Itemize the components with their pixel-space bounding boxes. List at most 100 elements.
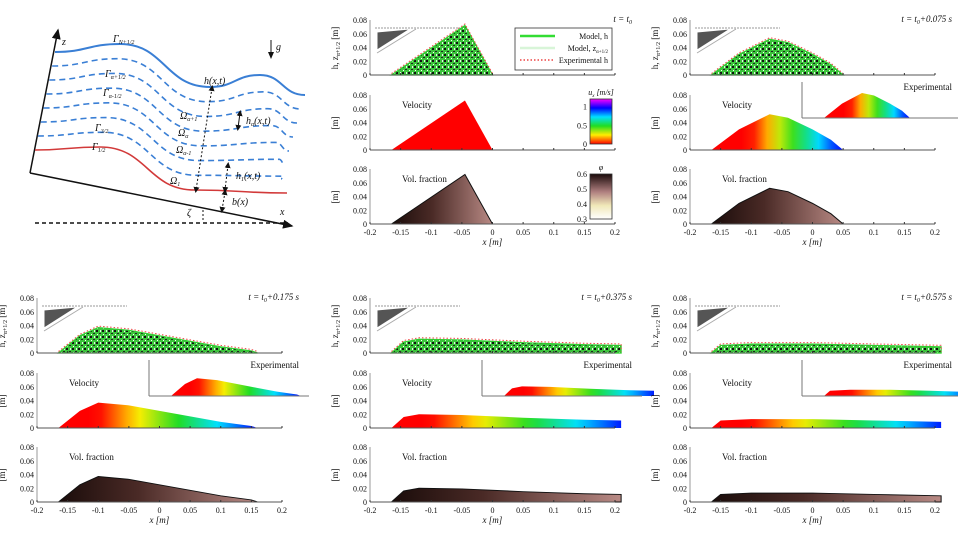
granular-mass-profile [389, 24, 494, 76]
y-tick-label: 0.02 [353, 57, 367, 66]
y-tick-label: 0.02 [20, 410, 34, 419]
y-tick-label: 0.06 [353, 105, 367, 114]
time-text: t = t [901, 14, 917, 24]
simulation-panel: 00.020.040.060.08h, zα+1/2 [m]00.020.040… [650, 292, 958, 525]
b-arrow [219, 189, 228, 213]
volfrac-label: Vol. fraction [69, 452, 114, 462]
x-tick-label: 0 [811, 228, 815, 237]
time-label: t = t0+0.175 s [248, 292, 299, 304]
setup-sketch-shape [376, 306, 411, 329]
y-tick-label: 0.02 [673, 484, 687, 493]
y-tick-label: 0.04 [20, 471, 34, 480]
y-tick-label: 0.08 [353, 294, 367, 303]
colorbar-tick-label: 0 [583, 140, 587, 149]
experimental-velocity-field [824, 389, 958, 396]
x-tick-label: 0.1 [869, 506, 879, 515]
colorbar-label-text: φ [599, 163, 604, 172]
x-tick-label: 0.1 [549, 228, 559, 237]
simulation-panel: 00.020.040.060.08h, zα+1/2 [m] 00.020.040… [330, 292, 654, 525]
gamma-bottom-label: Γ1/2 [91, 142, 105, 154]
y-label-unit: [m] [0, 305, 7, 320]
interface-dashed-line [46, 87, 294, 138]
y-tick-label: 0.06 [673, 383, 687, 392]
y-tick-label: 0.04 [353, 44, 367, 53]
simulation-panel: 00.020.040.060.08h, zα+1/2 [m]00.020.040… [330, 14, 632, 247]
x-tick-label: 0.15 [577, 506, 591, 515]
setup-sketch-shape [696, 306, 731, 329]
granular-mass-profile [389, 338, 622, 354]
y-tick-label: 0.04 [673, 119, 687, 128]
experimental-velocity-field [824, 93, 910, 118]
x-tick-label: 0.05 [516, 506, 530, 515]
y-tick-label: 0.06 [353, 179, 367, 188]
y-label-unit: [m] [330, 305, 340, 320]
velocity-subplot: 0 0.02 0.04 0.06 0.08 [m] Velocity [330, 369, 622, 433]
y-tick-label: 0 [683, 424, 687, 433]
x-tick-label: -0.05 [454, 228, 471, 237]
x-tick-label: 0.1 [549, 506, 559, 515]
y-tick-label: 0 [683, 220, 687, 229]
velocity-label: Velocity [69, 378, 99, 388]
x-tick-label: 0 [491, 506, 495, 515]
y-axis-label: h, zα+1/2 [m] [330, 27, 342, 69]
y-tick-label: 0.08 [353, 165, 367, 174]
y-tick-label: 0.04 [353, 193, 367, 202]
y-tick-label: 0.02 [673, 206, 687, 215]
y-tick-label: 0.08 [673, 369, 687, 378]
x-label: x [279, 207, 285, 218]
experimental-h-line [391, 337, 622, 352]
velocity-field [711, 419, 942, 428]
y-tick-label: 0.06 [673, 30, 687, 39]
legend-text: Model, h [579, 32, 608, 41]
y-tick-label: 0 [30, 424, 34, 433]
height-subplot: 0 0.02 0.04 0.06 0.08 h, zα+1/2 [m] [330, 294, 622, 358]
y-tick-label: 0.02 [353, 410, 367, 419]
multilayer-schematic: z x g ΓN+1/2 Γα+1/2 Γα-1/2 Γ3/2 Γ1/2 Ωα+… [29, 28, 306, 229]
simulation-panel: 00.020.040.060.08h, zα+1/2 [m]00.020.040… [0, 292, 309, 525]
y-label-sub: α+1/2 [336, 42, 342, 56]
y-tick-label: 0.04 [20, 322, 34, 331]
y-axis-label: h, zα+1/2 [m] [0, 305, 9, 347]
experimental-inset: Experimental [801, 82, 958, 120]
y-axis-label: [m] [330, 469, 340, 482]
gamma-top-label: ΓN+1/2 [112, 34, 134, 46]
colorbar-label: φ [599, 163, 604, 172]
z-label: z [61, 37, 66, 48]
y-axis-label: h, zα+1/2 [m] [650, 305, 662, 347]
volume-fraction-field [57, 476, 258, 503]
y-tick-label: 0.04 [673, 471, 687, 480]
time-label: t = t0 [613, 14, 632, 26]
y-tick-label: 0.08 [353, 16, 367, 25]
legend-text: Model, z [568, 44, 597, 53]
volfrac-subplot: -0.2 -0.15 -0.1 -0.05 0 0.05 0.1 0.15 0.2 0 0.02 0.… [650, 165, 940, 237]
setup-sketch-line [696, 306, 737, 332]
y-label-sub: α+1/2 [3, 320, 9, 334]
x-tick-label: -0.2 [31, 506, 44, 515]
omega-alpha-plus-label: Ωα+1 [180, 111, 197, 123]
granular-mass-profile [709, 38, 845, 76]
y-tick-label: 0 [363, 220, 367, 229]
x-tick-label: -0.15 [392, 228, 409, 237]
setup-sketch-line [43, 306, 84, 332]
free-surface-line [54, 42, 306, 96]
x-tick-label: -0.1 [425, 506, 438, 515]
x-axis-label: x [m] [802, 515, 823, 525]
colorbar-tick-label: 0.5 [577, 121, 587, 130]
x-axis-label: x [m] [482, 515, 503, 525]
y-tick-label: 0.04 [20, 397, 34, 406]
colorbar-sub: x [591, 94, 595, 99]
y-tick-label: 0 [363, 71, 367, 80]
x-tick-label: -0.1 [745, 228, 758, 237]
time-rest: +0.075 s [920, 14, 953, 24]
y-tick-label: 0.08 [20, 443, 34, 452]
omega-1-label: Ω1 [170, 176, 180, 188]
y-axis-label: [m] [330, 191, 340, 204]
colorbar-tick-label: 0.5 [577, 185, 587, 194]
volfrac-label: Vol. fraction [722, 452, 767, 462]
y-tick-label: 0.04 [673, 44, 687, 53]
experimental-velocity-field [504, 386, 654, 396]
z-axis [29, 28, 61, 174]
x-tick-label: 0.15 [577, 228, 591, 237]
experimental-label: Experimental [904, 360, 953, 370]
